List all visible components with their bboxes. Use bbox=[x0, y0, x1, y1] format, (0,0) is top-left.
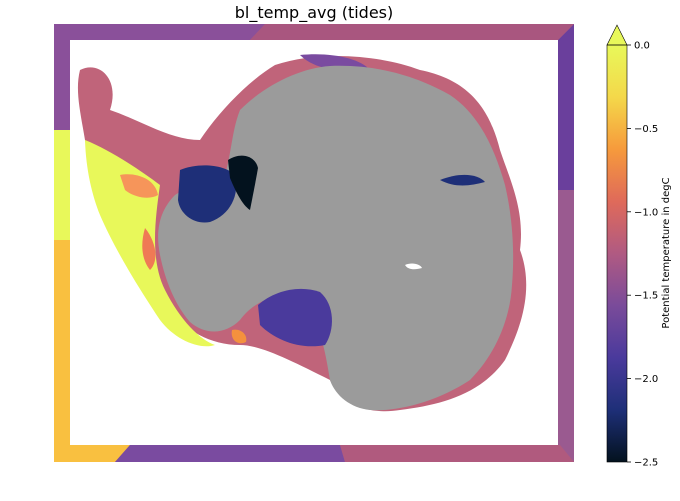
colorbar-tick-label: −0.5 bbox=[634, 124, 658, 135]
chart-title: bl_temp_avg (tides) bbox=[234, 3, 394, 22]
colorbar-label: Potential temperature in degC bbox=[661, 177, 672, 328]
colorbar-tick-label: 0.0 bbox=[634, 41, 650, 52]
colorbar-tick-label: −2.5 bbox=[634, 458, 658, 469]
colorbar-tick-label: −2.0 bbox=[634, 374, 658, 385]
colorbar-tick-label: −1.5 bbox=[634, 291, 658, 302]
ice-shelves bbox=[178, 155, 485, 347]
colorbar-extend-arrow bbox=[606, 24, 628, 46]
land-mass bbox=[158, 65, 514, 411]
colorbar-body bbox=[607, 45, 627, 462]
colorbar-tick-label: −1.0 bbox=[634, 207, 658, 218]
